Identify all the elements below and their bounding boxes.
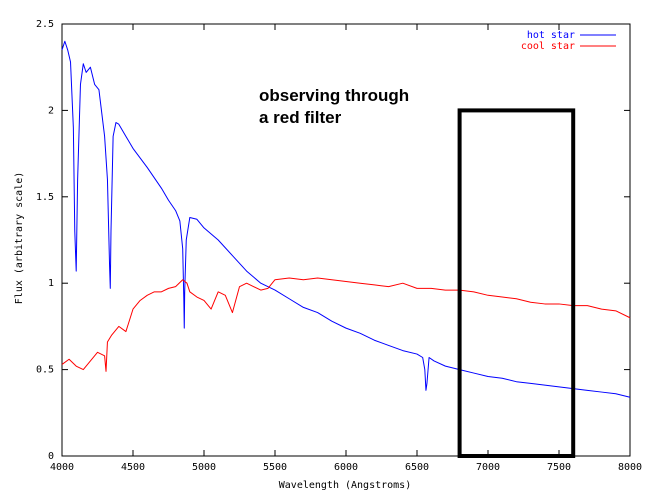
series-lines: [61, 40, 631, 398]
x-tick-label-1: 4500: [121, 462, 145, 473]
x-tick-label-4: 6000: [334, 462, 358, 473]
y-tick-label-1: 0.5: [36, 365, 54, 376]
annotation-line-1: observing through: [259, 86, 409, 105]
series-line-cool-star: [61, 277, 631, 372]
x-tick-label-8: 8000: [618, 462, 642, 473]
tick-labels: 4000 4500 5000 5500 6000 6500 7000 7500 8000 0 0.5…: [36, 19, 642, 473]
y-tick-label-4: 2: [48, 105, 54, 116]
red-filter-box: [457, 108, 576, 459]
series-line-hot-star: [61, 40, 631, 398]
filter-box-layer: [457, 108, 576, 459]
y-tick-label-5: 2.5: [36, 19, 54, 30]
legend-label-cool-star: cool star: [521, 41, 575, 52]
annotation-line-2: a red filter: [259, 108, 342, 127]
x-tick-label-3: 5500: [263, 462, 287, 473]
legend-label-hot-star: hot star: [527, 30, 575, 41]
x-tick-label-2: 5000: [192, 462, 216, 473]
y-tick-label-2: 1: [48, 278, 54, 289]
x-tick-label-6: 7000: [476, 462, 500, 473]
x-tick-label-0: 4000: [50, 462, 74, 473]
x-tick-label-5: 6500: [405, 462, 429, 473]
y-tick-label-3: 1.5: [36, 192, 54, 203]
x-axis-label: Wavelength (Angstroms): [279, 480, 411, 491]
x-tick-label-7: 7500: [547, 462, 571, 473]
annotation: observing through a red filter: [259, 86, 409, 127]
y-axis-label: Flux (arbitrary scale): [14, 172, 25, 304]
y-tick-label-0: 0: [48, 451, 54, 462]
